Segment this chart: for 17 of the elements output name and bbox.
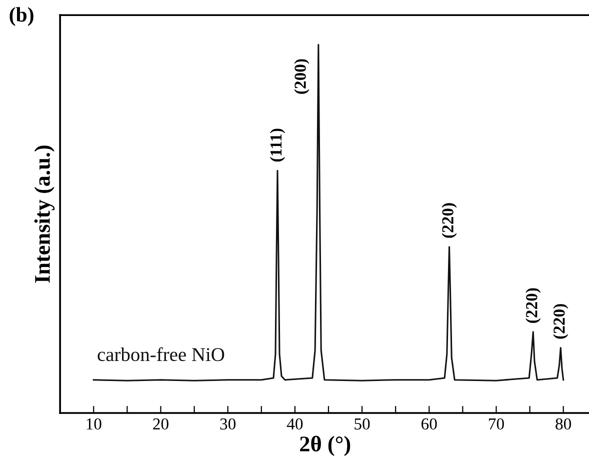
x-tick-label: 50 [354, 418, 370, 430]
annotation: (220) [442, 203, 457, 238]
x-tick-label: 30 [220, 418, 236, 430]
x-tick-label: 20 [153, 418, 168, 430]
x-tick-label: 40 [286, 418, 303, 430]
chart-title: (b) [10, 7, 34, 26]
annotation: (200) [294, 59, 310, 94]
x-tick-label: 70 [489, 418, 504, 430]
annotation: (111) [270, 128, 286, 162]
annotation: (220) [526, 288, 541, 323]
series-label: carbon-free NiO [98, 347, 224, 362]
annotation: (220) [553, 304, 568, 339]
x-tick-label: 80 [556, 418, 572, 430]
x-tick-label: 10 [86, 418, 102, 430]
y-axis-title: Intensity (a.u.) [34, 146, 55, 283]
x-axis-title: 2θ (°) [300, 436, 350, 456]
x-tick-label: 60 [422, 418, 437, 430]
